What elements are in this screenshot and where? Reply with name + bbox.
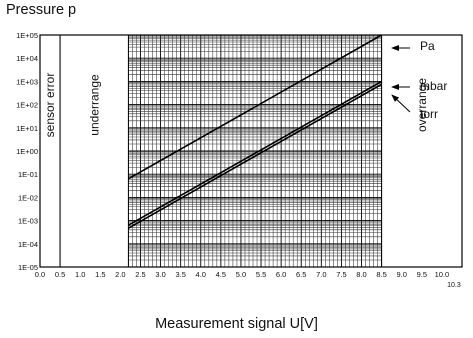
legend-label-torr: torr <box>420 107 438 121</box>
x-tick-label: 6.0 <box>276 270 286 279</box>
y-tick-label: 1E+04 <box>16 54 38 63</box>
plot-border <box>39 34 463 268</box>
y-tick-label: 1E-01 <box>18 170 38 179</box>
region-label: overrange <box>415 78 429 132</box>
x-tick-label: 8.5 <box>376 270 386 279</box>
series-line-Pa <box>128 34 383 180</box>
legend-label-Pa: Pa <box>420 39 435 53</box>
y-tick-label: 1E+00 <box>16 147 38 156</box>
x-tick-label: 4.5 <box>216 270 226 279</box>
x-tick-label: 4.0 <box>196 270 206 279</box>
x-tick-label: 0.5 <box>55 270 65 279</box>
y-tick-label: 1E-04 <box>18 240 38 249</box>
legend-arrow <box>391 94 411 113</box>
y-tick-label: 1E-03 <box>18 217 38 226</box>
y-tick-label: 1E+05 <box>16 31 38 40</box>
x-extra-tick-label: 10.3 <box>447 282 461 289</box>
region-label: underrange <box>87 74 101 136</box>
x-tick-label: 1.5 <box>95 270 105 279</box>
y-tick-label: 1E-02 <box>18 193 38 202</box>
x-axis-label: Measurement signal U[V] <box>155 316 318 332</box>
region-overrange <box>381 34 463 268</box>
x-tick-label: 2.0 <box>115 270 125 279</box>
x-tick-label: 3.0 <box>155 270 165 279</box>
x-tick-label: 7.0 <box>316 270 326 279</box>
x-tick-label: 9.0 <box>396 270 406 279</box>
legend-label-mbar: mbar <box>420 79 447 93</box>
x-tick-label: 10.0 <box>435 270 450 279</box>
x-tick-label: 5.5 <box>256 270 266 279</box>
y-tick-label: 1E+01 <box>16 124 38 133</box>
x-tick-label: 7.5 <box>336 270 346 279</box>
x-tick-label: 1.0 <box>75 270 85 279</box>
x-tick-label: 9.5 <box>417 270 427 279</box>
x-tick-label: 6.5 <box>296 270 306 279</box>
y-tick-label: 1E-05 <box>18 263 38 272</box>
region-label: sensor error <box>43 73 57 138</box>
x-tick-label: 2.5 <box>135 270 145 279</box>
x-tick-label: 5.0 <box>236 270 246 279</box>
y-tick-label: 1E+02 <box>16 101 38 110</box>
x-tick-label: 3.5 <box>175 270 185 279</box>
x-tick-label: 8.0 <box>356 270 366 279</box>
x-tick-label: 0.0 <box>35 270 45 279</box>
y-tick-label: 1E+03 <box>16 77 38 86</box>
region-sensor-error <box>39 34 61 268</box>
chart-title: Pressure p <box>6 2 77 18</box>
series-line-mbar <box>128 80 383 226</box>
series-line-torr <box>128 83 383 229</box>
region-underrange <box>59 34 129 268</box>
